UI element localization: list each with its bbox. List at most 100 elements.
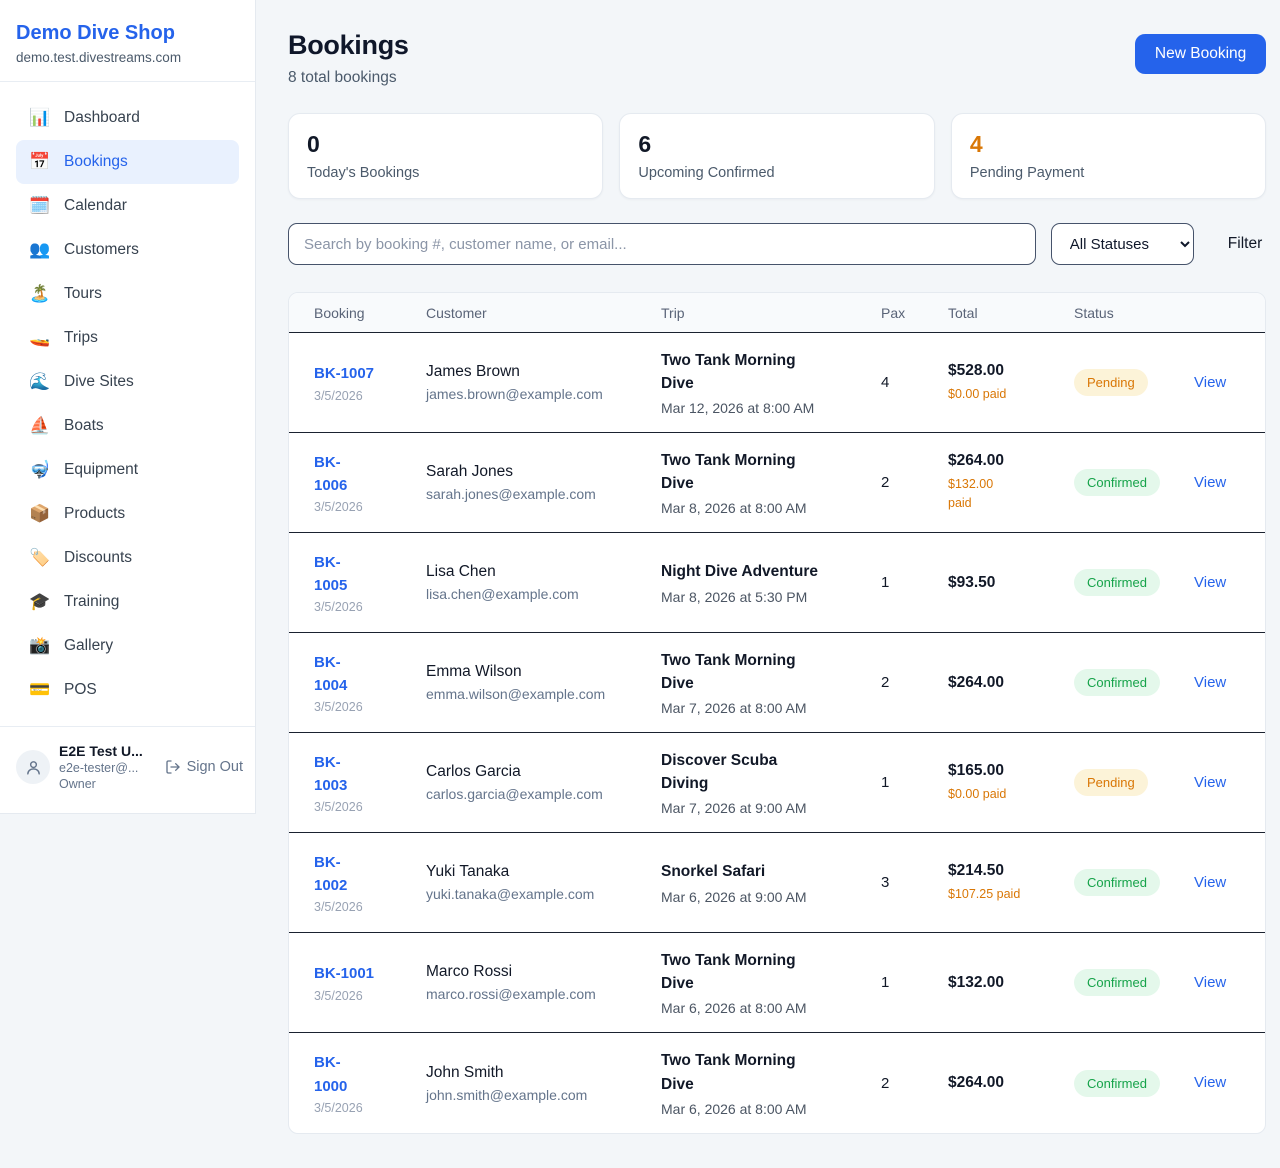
shop-domain: demo.test.divestreams.com [16, 50, 182, 65]
sidebar-item-label: Discounts [64, 549, 133, 566]
column-header: Pax [881, 304, 906, 321]
trip-datetime: Mar 6, 2026 at 8:00 AM [661, 1100, 807, 1117]
package-icon: 📦 [29, 504, 51, 524]
booking-date: 3/5/2026 [314, 388, 363, 403]
new-booking-button[interactable]: New Booking [1134, 34, 1267, 74]
table-header-row: Booking Customer Trip Pax Total Status [289, 293, 1266, 333]
sidebar-item[interactable]: 📦 Products [16, 492, 239, 536]
trip-datetime: Mar 8, 2026 at 5:30 PM [661, 588, 808, 605]
sidebar-item[interactable]: 📊 Dashboard [16, 96, 239, 140]
view-booking-link[interactable]: View [1194, 1074, 1227, 1091]
user-info: E2E Test U... e2e-tester@... Owner [59, 743, 156, 791]
credit-card-icon: 💳 [29, 680, 51, 700]
booking-id-link[interactable]: BK- 1002 [314, 853, 348, 894]
sidebar-item-label: Products [64, 505, 126, 522]
sidebar-item-label: POS [64, 681, 97, 698]
sidebar-item[interactable]: 🚤 Trips [16, 316, 239, 360]
view-booking-link[interactable]: View [1194, 373, 1227, 391]
view-booking-link[interactable]: View [1194, 873, 1227, 891]
total-amount: $264.00 [948, 452, 1005, 470]
trip-name: Snorkel Safari [661, 863, 766, 881]
column-header: Customer [426, 304, 487, 321]
search-input[interactable] [288, 223, 1036, 265]
shop-name: Demo Dive Shop [16, 22, 175, 44]
status-badge: Confirmed [1074, 469, 1160, 496]
stat-value: 0 [307, 131, 320, 157]
sidebar-item-label: Bookings [64, 153, 128, 170]
booking-id-link[interactable]: BK-1001 [314, 965, 375, 983]
status-badge: Confirmed [1074, 869, 1160, 896]
sidebar-item[interactable]: 🏷️ Discounts [16, 536, 239, 580]
calendar-icon: 📅 [29, 152, 51, 172]
trip-name: Two Tank Morning Dive [661, 1052, 796, 1093]
sidebar-item[interactable]: 💳 POS [16, 668, 239, 712]
sidebar-item[interactable]: ⛵ Boats [16, 404, 239, 448]
status-badge: Confirmed [1074, 1069, 1160, 1097]
customer-email: sarah.jones@example.com [426, 486, 596, 502]
view-booking-link[interactable]: View [1194, 473, 1227, 491]
brand-block: Demo Dive Shop demo.test.divestreams.com [0, 0, 255, 82]
table-row: BK- 1002 3/5/2026 Yuki Tanaka yuki.tanak… [289, 833, 1266, 933]
sidebar-item[interactable]: 📅 Bookings [16, 140, 239, 184]
sidebar-item[interactable]: 🎓 Training [16, 580, 239, 624]
view-booking-link[interactable]: View [1194, 973, 1227, 991]
status-badge: Pending [1074, 369, 1148, 396]
booking-date: 3/5/2026 [314, 700, 363, 715]
trip-name: Two Tank Morning Dive [661, 451, 796, 492]
customer-email: lisa.chen@example.com [426, 586, 579, 602]
total-amount: $264.00 [948, 673, 1005, 691]
view-booking-link[interactable]: View [1194, 773, 1227, 791]
sidebar-item[interactable]: 🏝️ Tours [16, 272, 239, 316]
sidebar-item[interactable]: 🤿 Equipment [16, 448, 239, 492]
booking-id-link[interactable]: BK- 1006 [314, 453, 348, 494]
sidebar-item[interactable]: 📸 Gallery [16, 624, 239, 668]
booking-date: 3/5/2026 [314, 800, 363, 815]
trip-datetime: Mar 7, 2026 at 8:00 AM [661, 700, 807, 717]
booking-id-link[interactable]: BK- 1005 [314, 553, 348, 594]
column-header: Trip [661, 304, 685, 321]
bookings-table: Booking Customer Trip Pax Total Status BK-100… [288, 292, 1267, 1134]
customer-name: Lisa Chen [426, 563, 496, 580]
booking-id-link[interactable]: BK- 1003 [314, 753, 348, 794]
sidebar-item-label: Equipment [64, 461, 139, 478]
status-filter-select[interactable]: All Statuses [1050, 223, 1194, 265]
sign-out-button[interactable]: Sign Out [165, 759, 243, 775]
sidebar-item[interactable]: 👥 Customers [16, 228, 239, 272]
trip-name: Two Tank Morning Dive [661, 351, 796, 392]
total-amount: $165.00 [948, 761, 1005, 779]
sidebar-item-label: Customers [64, 241, 139, 258]
customer-name: Yuki Tanaka [426, 863, 510, 880]
booking-date: 3/5/2026 [314, 500, 363, 515]
booking-id-link[interactable]: BK-1007 [314, 365, 375, 383]
booking-id-link[interactable]: BK- 1000 [314, 1054, 348, 1095]
sidebar-item-label: Dashboard [64, 109, 140, 126]
sign-out-label: Sign Out [186, 759, 243, 775]
customer-email: yuki.tanaka@example.com [426, 886, 595, 902]
sidebar: Demo Dive Shop demo.test.divestreams.com… [0, 0, 256, 814]
sidebar-item[interactable]: 🌊 Dive Sites [16, 360, 239, 404]
status-badge: Pending [1074, 769, 1148, 796]
trip-name: Two Tank Morning Dive [661, 951, 796, 992]
view-booking-link[interactable]: View [1194, 673, 1227, 691]
paid-amount: $0.00 paid [948, 786, 1007, 801]
sidebar-item[interactable]: 🗓️ Calendar [16, 184, 239, 228]
avatar [16, 750, 50, 784]
pax-count: 2 [881, 474, 890, 491]
customer-email: james.brown@example.com [426, 386, 603, 402]
column-header: Booking [314, 304, 365, 321]
customer-name: Emma Wilson [426, 663, 522, 680]
filter-button[interactable]: Filter [1224, 233, 1266, 255]
total-amount: $528.00 [948, 361, 1005, 379]
view-booking-link[interactable]: View [1194, 573, 1227, 591]
pax-count: 1 [881, 574, 890, 591]
booking-id-link[interactable]: BK- 1004 [314, 653, 348, 694]
customer-name: John Smith [426, 1063, 504, 1081]
table-row: BK- 1000 3/5/2026 John Smith john.smith@… [289, 1033, 1265, 1133]
trip-name: Discover Scuba Diving [661, 751, 778, 792]
customer-email: john.smith@example.com [426, 1086, 588, 1103]
user-name: E2E Test U... [59, 743, 143, 759]
stat-card: 6 Upcoming Confirmed [619, 113, 935, 199]
main-content: Bookings 8 total bookings New Booking 0 … [256, 0, 1280, 1168]
customer-email: emma.wilson@example.com [426, 686, 606, 702]
total-amount: $264.00 [948, 1074, 1005, 1091]
